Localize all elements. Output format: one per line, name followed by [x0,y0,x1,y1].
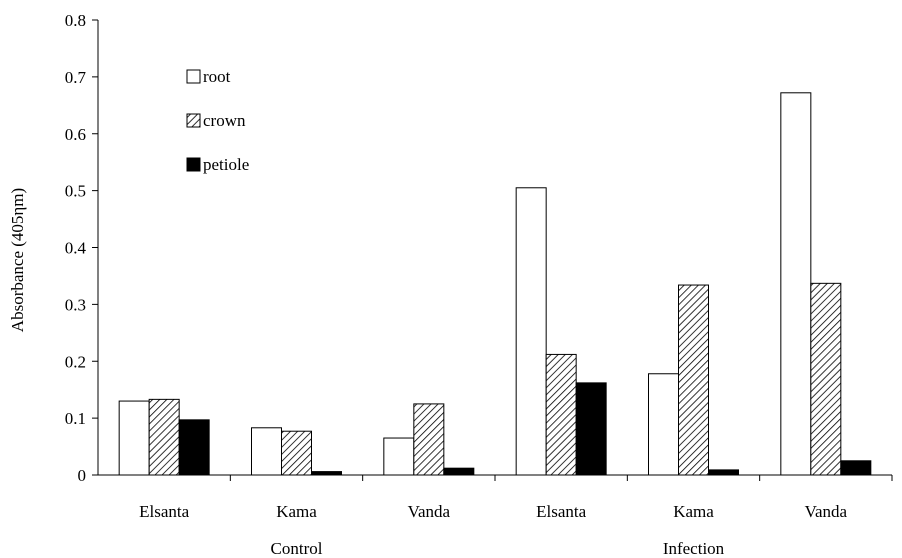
bar-root [251,427,282,476]
y-tick-label: 0 [78,466,87,485]
bar-crown [413,403,445,476]
bar-root [780,92,812,476]
bar-root [515,187,547,476]
bar-root [118,400,150,476]
bar-petiole [178,419,210,476]
y-tick-label: 0.5 [65,182,86,201]
bar-root [648,373,679,476]
y-axis: 0 0.1 0.2 0.3 0.4 0.5 0.6 0.7 0.8 [65,11,98,485]
bar-petiole [708,469,739,476]
y-tick-label: 0.6 [65,125,86,144]
legend-label-petiole: petiole [203,155,249,174]
legend-swatch-petiole [186,157,201,172]
bars-area [118,92,872,476]
y-axis-title: Absorbance (405ηm) [8,188,27,332]
bar-crown [810,282,842,476]
bar-crown [148,398,180,476]
legend: root crown petiole [186,67,249,174]
y-tick-label: 0.8 [65,11,86,30]
legend-swatch-root [186,69,201,84]
legend-label-root: root [203,67,231,86]
x-tick-label: Vanda [805,502,848,521]
bar-petiole [311,471,342,476]
bar-crown [545,353,577,476]
group-labels: Control Infection [271,539,725,558]
bar-petiole [840,460,872,476]
bar-crown [281,430,312,476]
y-tick-label: 0.2 [65,352,86,371]
x-tick-label: Kama [276,502,317,521]
bar-root [383,437,415,476]
bar-petiole [575,382,607,476]
legend-label-crown: crown [203,111,246,130]
bar-crown [678,284,709,476]
y-tick-label: 0.1 [65,409,86,428]
group-label: Control [271,539,323,558]
x-axis: Elsanta Kama Vanda Elsanta Kama Vanda [139,475,893,521]
bar-petiole [443,467,475,476]
x-tick-label: Kama [673,502,714,521]
x-tick-label: Vanda [408,502,451,521]
y-tick-label: 0.7 [65,68,87,87]
x-tick-label: Elsanta [536,502,586,521]
legend-swatch-crown [186,113,201,128]
y-tick-label: 0.4 [65,239,87,258]
group-label: Infection [663,539,725,558]
y-tick-label: 0.3 [65,295,86,314]
x-tick-label: Elsanta [139,502,189,521]
